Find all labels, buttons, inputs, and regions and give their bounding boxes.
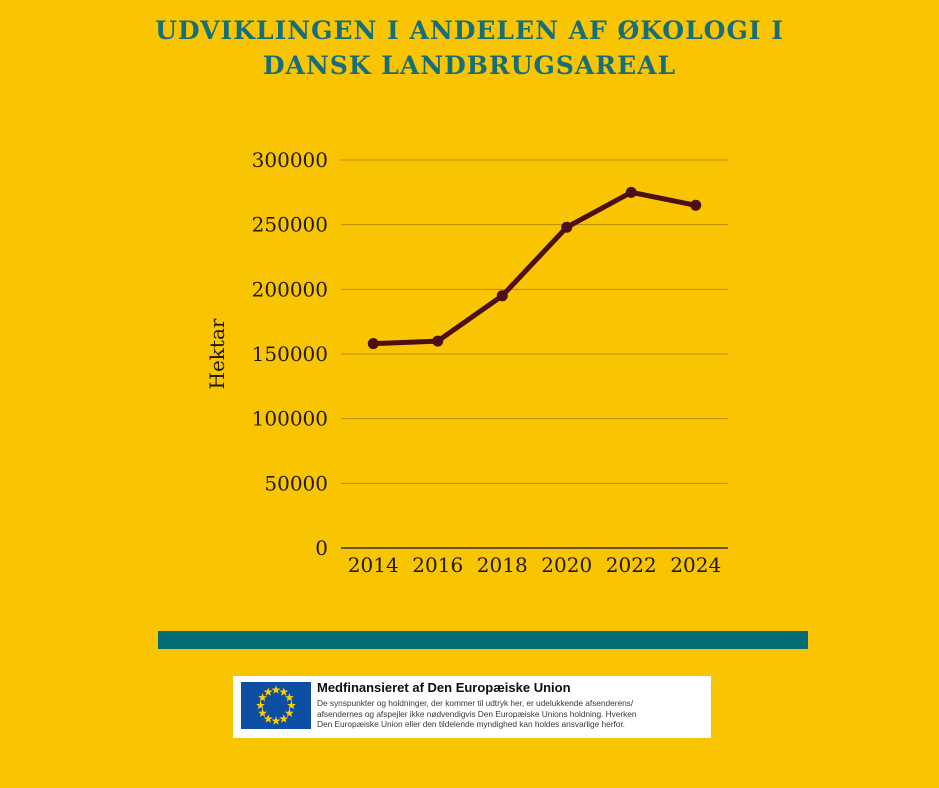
eu-flag-star [271, 716, 281, 725]
eu-flag-star [271, 685, 281, 694]
y-tick-label: 200000 [252, 277, 328, 301]
x-tick-label: 2014 [348, 553, 399, 577]
eu-attribution: Medfinansieret af Den Europæiske Union D… [233, 676, 711, 738]
eu-attribution-body: De synspunkter og holdninger, der kommer… [317, 698, 707, 730]
page-title-line1: UDVIKLINGEN I ANDELEN AF ØKOLOGI I [155, 16, 784, 45]
y-tick-label: 100000 [252, 407, 328, 431]
eu-flag-icon [241, 682, 311, 729]
data-point [432, 335, 444, 347]
data-point [561, 221, 573, 233]
x-tick-label: 2016 [412, 553, 463, 577]
eu-attribution-body-line: De synspunkter og holdninger, der kommer… [317, 698, 634, 708]
y-tick-label: 50000 [264, 471, 328, 495]
eu-flag-star [284, 708, 294, 718]
eu-flag-star [258, 708, 268, 718]
eu-flag-star [263, 687, 273, 696]
data-point [625, 186, 637, 198]
eu-flag-star [263, 714, 273, 723]
eu-flag-star [284, 693, 294, 702]
data-line [370, 189, 699, 347]
eu-flag-star [258, 693, 268, 702]
eu-attribution-text: Medfinansieret af Den Europæiske Union D… [317, 680, 707, 730]
y-tick-label: 300000 [252, 148, 328, 172]
x-tick-label: 2022 [606, 553, 657, 577]
eu-flag-star [256, 700, 265, 710]
eu-attribution-body-line: Den Europæiske Union eller den tildelend… [317, 719, 625, 730]
x-tick-label: 2024 [670, 553, 721, 577]
eu-flag-star [287, 700, 296, 710]
x-tick-label: 2018 [477, 553, 528, 577]
x-tick-label: 2020 [541, 553, 592, 577]
divider-bar [158, 631, 808, 649]
y-tick-label: 250000 [252, 213, 328, 237]
eu-flag-star [279, 687, 289, 696]
y-tick-label: 150000 [252, 342, 328, 366]
eu-attribution-title: Medfinansieret af Den Europæiske Union [317, 680, 571, 695]
y-tick-label: 0 [315, 536, 328, 560]
page-title-line2: DANSK LANDBRUGSAREAL [262, 51, 677, 80]
data-point [367, 338, 379, 350]
eu-flag-star [279, 714, 289, 723]
page-title: UDVIKLINGEN I ANDELEN AF ØKOLOGI I DANSK… [0, 13, 939, 83]
y-axis-title: Hektar [205, 318, 229, 389]
eu-attribution-body-line: afsendernes og afspejler ikke nødvendigv… [317, 708, 637, 719]
data-point [690, 199, 702, 211]
data-point [496, 290, 508, 302]
